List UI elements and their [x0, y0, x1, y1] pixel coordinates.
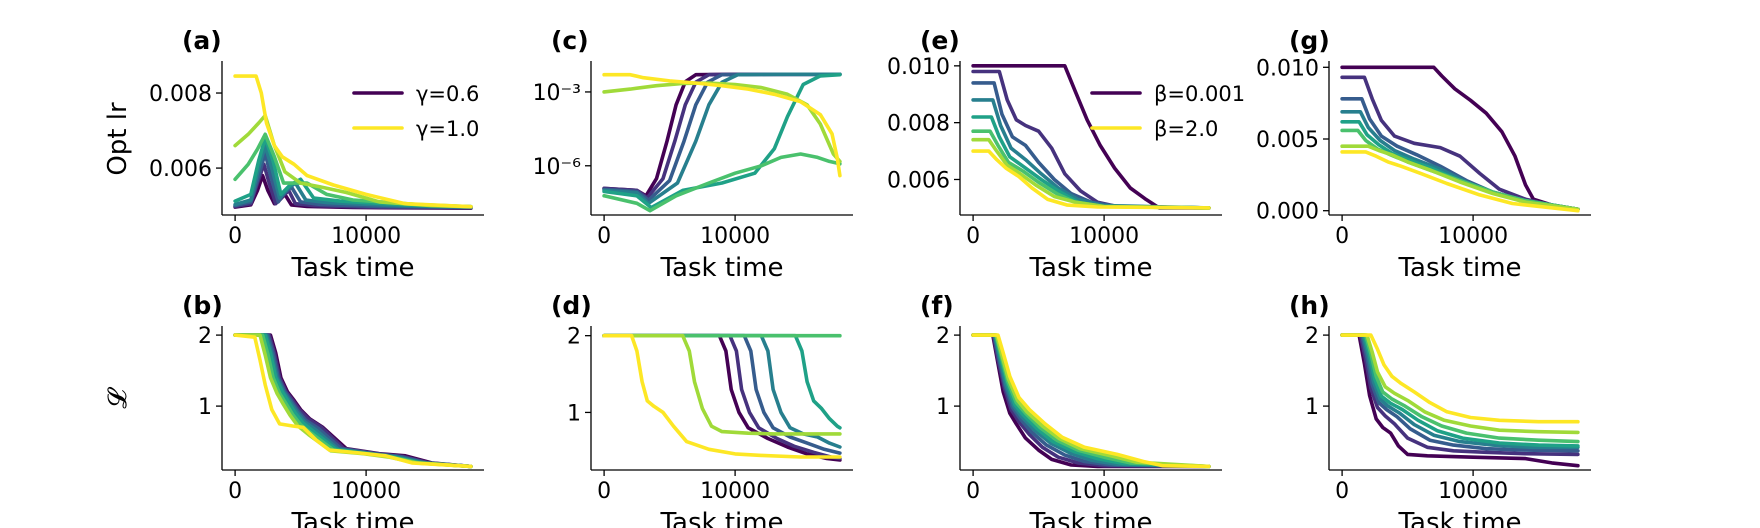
series-line-6 [233, 113, 473, 209]
y-axis-title: 𝓛 [103, 386, 133, 408]
series-line-6 [971, 137, 1211, 210]
series-line-3 [602, 72, 842, 206]
y-tick-label: 1 [198, 395, 212, 420]
y-tick-label: 1 [567, 401, 581, 426]
series-line-7 [1340, 150, 1580, 213]
y-tick-label: 0.006 [887, 168, 950, 193]
x-tick-label: 0 [1335, 479, 1349, 504]
series-line-0 [971, 64, 1211, 210]
y-tick-label: 0.010 [1256, 56, 1319, 81]
series-line-7 [233, 74, 473, 209]
x-tick-label: 0 [597, 224, 611, 249]
panel-g: (g) 0 10000 0.000 0.005 0.010 Task time [1256, 26, 1591, 283]
y-axis-title: Opt lr [103, 102, 133, 176]
y-tick-label: 0.005 [1256, 128, 1319, 153]
panel-letter: (f) [920, 291, 954, 320]
series-line-7 [233, 333, 473, 469]
panel-c: (c) 0 10000 10⁻⁶ 10⁻³ Task time [533, 26, 853, 283]
y-tick-label: 2 [567, 325, 581, 350]
series-line-5 [602, 152, 842, 213]
x-axis-title: Task time [1397, 253, 1521, 283]
panel-letter: (e) [920, 26, 960, 55]
panel-b: (b) 0 10000 1 2 Task time 𝓛 [103, 291, 484, 528]
x-tick-label: 10000 [331, 224, 401, 249]
y-tick-label: 10⁻³ [533, 81, 581, 106]
legend-label: γ=0.6 [416, 82, 479, 106]
x-tick-label: 0 [1335, 224, 1349, 249]
legend: γ=0.6 γ=1.0 [352, 82, 479, 141]
panel-letter: (h) [1289, 291, 1330, 320]
series-line-0 [1340, 333, 1580, 468]
x-tick-label: 0 [597, 479, 611, 504]
y-tick-label: 0.000 [1256, 200, 1319, 225]
series-line-7 [602, 333, 842, 459]
panel-letter: (a) [182, 26, 222, 55]
x-tick-label: 0 [966, 479, 980, 504]
series-line-2 [602, 333, 842, 455]
series-line-4 [602, 333, 842, 430]
panel-letter: (g) [1289, 26, 1330, 55]
x-tick-label: 0 [228, 479, 242, 504]
legend: β=0.001 β=2.0 [1090, 82, 1245, 141]
panel-letter: (b) [182, 291, 223, 320]
series-line-2 [971, 333, 1211, 469]
series-line-4 [233, 136, 473, 209]
y-tick-label: 2 [936, 324, 950, 349]
x-axis-title: Task time [1028, 253, 1152, 283]
series-line-5 [233, 132, 473, 209]
x-tick-label: 10000 [1438, 479, 1508, 504]
legend-label: β=0.001 [1154, 82, 1245, 106]
y-tick-label: 0.008 [149, 82, 212, 107]
x-tick-label: 10000 [1069, 224, 1139, 249]
y-tick-label: 1 [936, 395, 950, 420]
x-axis-title: Task time [290, 253, 414, 283]
x-axis-title: Task time [1028, 508, 1152, 528]
panel-h: (h) 0 10000 1 2 Task time [1289, 291, 1591, 528]
x-tick-label: 10000 [700, 479, 770, 504]
x-axis-title: Task time [1397, 508, 1521, 528]
y-tick-label: 0.008 [887, 112, 950, 137]
panel-d: (d) 0 10000 1 2 Task time [551, 291, 853, 528]
series-line-6 [602, 333, 842, 436]
panel-f: (f) 0 10000 1 2 Task time [920, 291, 1222, 528]
x-tick-label: 10000 [1438, 224, 1508, 249]
x-axis-title: Task time [659, 253, 783, 283]
x-axis-title: Task time [290, 508, 414, 528]
series-line-7 [602, 72, 842, 178]
y-tick-label: 1 [1305, 395, 1319, 420]
series-line-3 [602, 333, 842, 449]
series-line-6 [1340, 144, 1580, 212]
series-line-6 [602, 81, 842, 164]
panel-letter: (d) [551, 291, 592, 320]
y-tick-label: 0.010 [887, 55, 950, 80]
x-tick-label: 10000 [700, 224, 770, 249]
y-tick-label: 10⁻⁶ [533, 155, 582, 180]
series-line-1 [602, 333, 842, 461]
series-line-3 [1340, 110, 1580, 212]
series-line-6 [1340, 333, 1580, 435]
panel-e: (e) 0 10000 0.006 0.008 0.010 Task time β=0.001… [887, 26, 1245, 283]
x-axis-title: Task time [659, 508, 783, 528]
series-line-7 [971, 333, 1211, 469]
x-tick-label: 10000 [331, 479, 401, 504]
series-line-7 [971, 149, 1211, 210]
y-tick-label: 2 [198, 324, 212, 349]
series-line-3 [971, 98, 1211, 210]
x-tick-label: 0 [228, 224, 242, 249]
y-tick-label: 2 [1305, 324, 1319, 349]
panel-letter: (c) [551, 26, 589, 55]
series-line-7 [1340, 333, 1580, 424]
x-tick-label: 0 [966, 224, 980, 249]
series-line-4 [602, 72, 842, 210]
legend-label: γ=1.0 [416, 117, 479, 141]
legend-label: β=2.0 [1154, 117, 1218, 141]
x-tick-label: 10000 [1069, 479, 1139, 504]
y-tick-label: 0.006 [149, 157, 212, 182]
